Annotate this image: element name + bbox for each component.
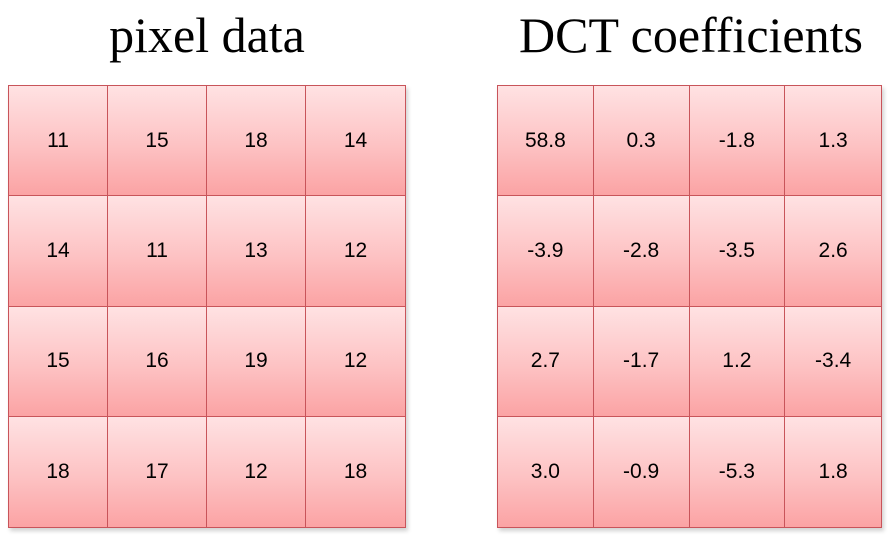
dct-cell-r1-c3: 2.6 — [785, 196, 881, 307]
dct-cell-r2-c0: 2.7 — [498, 306, 594, 417]
pixel-cell-r3-c0: 18 — [9, 416, 108, 527]
dct-coefficients-grid: 58.8 0.3 -1.8 1.3 -3.9 -2.8 -3.5 2.6 2.7… — [497, 85, 882, 528]
pixel-cell-r2-c3: 12 — [306, 306, 405, 417]
dct-cell-r1-c2: -3.5 — [689, 196, 786, 307]
dct-cell-r0-c0: 58.8 — [498, 86, 594, 197]
pixel-cell-r1-c1: 11 — [108, 196, 207, 307]
pixel-cell-r0-c0: 11 — [9, 86, 108, 197]
pixel-data-grid: 11 15 18 14 14 11 13 12 15 16 19 12 18 1… — [8, 85, 406, 528]
pixel-cell-r1-c2: 13 — [207, 196, 306, 307]
dct-coefficients-title: DCT coefficients — [519, 7, 863, 63]
pixel-cell-r3-c1: 17 — [108, 416, 207, 527]
dct-cell-r3-c1: -0.9 — [593, 416, 690, 527]
dct-cell-r3-c3: 1.8 — [785, 416, 881, 527]
dct-cell-r2-c2: 1.2 — [689, 306, 786, 417]
dct-cell-r0-c1: 0.3 — [593, 86, 690, 197]
pixel-cell-r2-c1: 16 — [108, 306, 207, 417]
pixel-cell-r3-c3: 18 — [306, 416, 405, 527]
dct-cell-r2-c3: -3.4 — [785, 306, 881, 417]
dct-cell-r2-c1: -1.7 — [593, 306, 690, 417]
pixel-cell-r2-c0: 15 — [9, 306, 108, 417]
pixel-cell-r0-c2: 18 — [207, 86, 306, 197]
dct-cell-r1-c1: -2.8 — [593, 196, 690, 307]
pixel-cell-r0-c1: 15 — [108, 86, 207, 197]
pixel-cell-r1-c3: 12 — [306, 196, 405, 307]
pixel-cell-r0-c3: 14 — [306, 86, 405, 197]
dct-cell-r1-c0: -3.9 — [498, 196, 594, 307]
dct-cell-r0-c2: -1.8 — [689, 86, 786, 197]
pixel-cell-r2-c2: 19 — [207, 306, 306, 417]
dct-cell-r3-c0: 3.0 — [498, 416, 594, 527]
pixel-cell-r1-c0: 14 — [9, 196, 108, 307]
dct-cell-r0-c3: 1.3 — [785, 86, 881, 197]
dct-cell-r3-c2: -5.3 — [689, 416, 786, 527]
pixel-data-title: pixel data — [109, 7, 305, 63]
pixel-cell-r3-c2: 12 — [207, 416, 306, 527]
